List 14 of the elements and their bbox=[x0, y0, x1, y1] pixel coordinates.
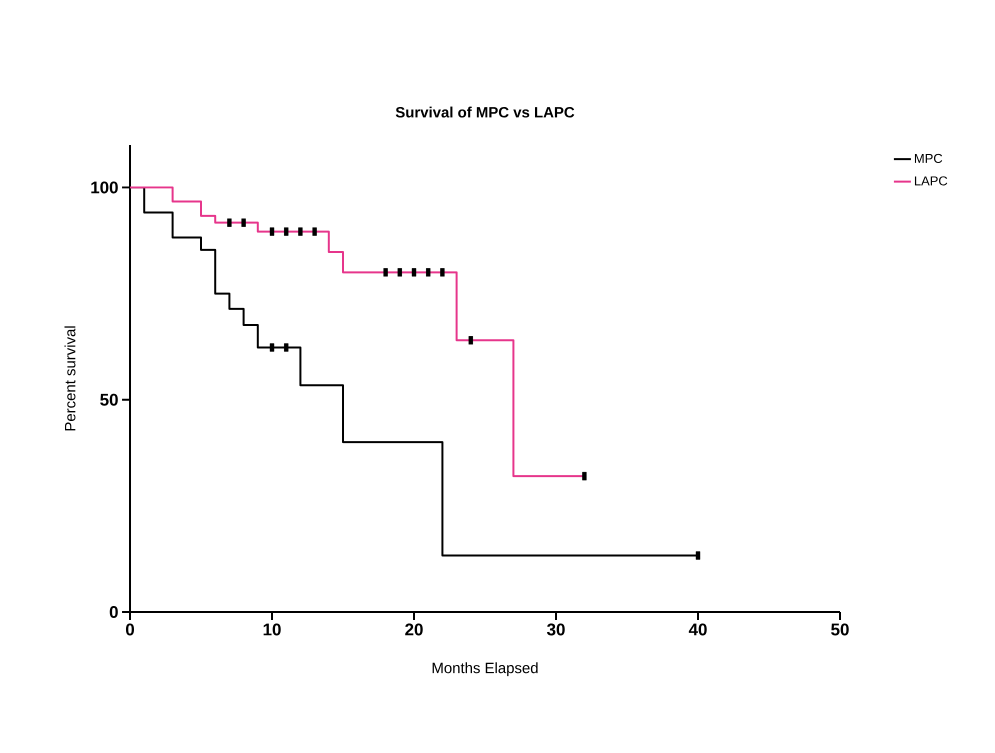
x-tick-label: 50 bbox=[831, 623, 849, 636]
x-tick-label: 20 bbox=[405, 623, 423, 636]
y-axis-title: Percent survival bbox=[64, 326, 76, 430]
x-tick-label: 30 bbox=[546, 623, 565, 636]
legend-label: LAPC bbox=[914, 176, 948, 186]
legend-label: MPC bbox=[914, 154, 942, 164]
x-tick-label: 40 bbox=[688, 623, 707, 636]
y-tick-label: 50 bbox=[100, 394, 118, 406]
x-axis-title: Months Elapsed bbox=[432, 662, 538, 676]
x-tick-label: 0 bbox=[126, 623, 134, 636]
chart-title: Survival of MPC vs LAPC bbox=[396, 106, 574, 118]
x-tick-label: 10 bbox=[264, 623, 281, 636]
y-tick-label: 100 bbox=[91, 181, 118, 194]
y-tick-label: 0 bbox=[110, 606, 118, 618]
